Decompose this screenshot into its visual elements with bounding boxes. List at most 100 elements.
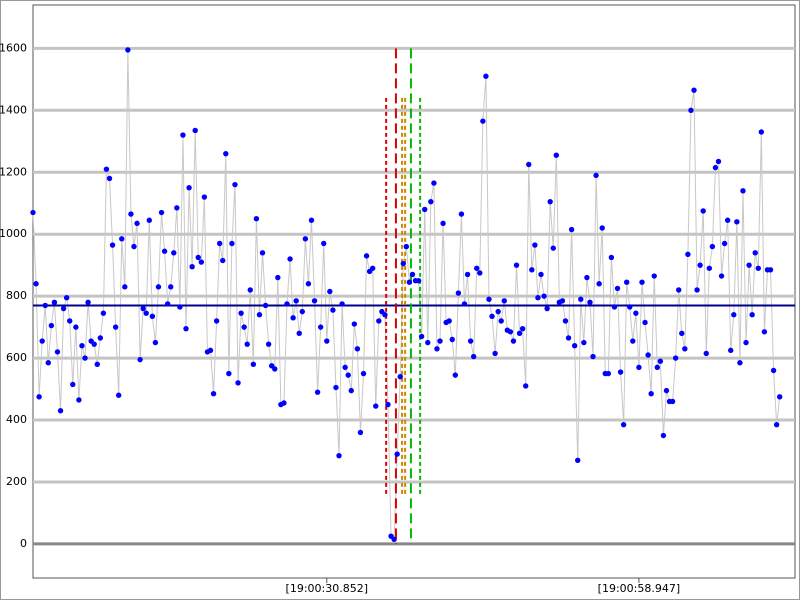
data-point	[743, 339, 749, 346]
data-point	[39, 338, 45, 344]
data-point	[724, 217, 731, 223]
data-point	[259, 250, 266, 256]
data-point	[737, 360, 743, 366]
data-point	[247, 287, 253, 293]
data-point	[639, 279, 645, 285]
data-point	[152, 339, 159, 346]
data-point	[305, 281, 312, 287]
data-point	[189, 264, 195, 270]
data-point	[581, 339, 587, 346]
data-point	[376, 318, 382, 324]
data-point	[608, 254, 615, 261]
data-point	[229, 240, 235, 247]
data-point	[599, 225, 605, 231]
data-point	[345, 372, 351, 378]
data-point	[672, 355, 679, 361]
data-point	[721, 240, 728, 247]
data-point	[296, 330, 302, 337]
data-point	[575, 457, 581, 464]
data-point	[734, 219, 740, 225]
y-tick-label: 400	[6, 413, 27, 426]
data-point	[363, 253, 370, 259]
data-point	[418, 333, 425, 340]
data-point	[164, 301, 171, 307]
data-point	[728, 347, 734, 354]
data-point	[220, 257, 226, 264]
data-point	[354, 346, 361, 352]
data-point	[559, 298, 566, 304]
data-point	[682, 346, 688, 352]
data-point	[48, 322, 55, 329]
data-point	[201, 194, 208, 200]
data-point	[409, 271, 416, 278]
y-tick-label: 200	[6, 475, 27, 488]
data-point	[544, 305, 550, 312]
data-point	[584, 274, 590, 281]
data-point	[578, 296, 584, 302]
data-point	[477, 270, 483, 276]
data-point	[342, 364, 348, 371]
data-point	[633, 310, 639, 316]
y-tick-label: 1000	[0, 227, 27, 240]
data-point	[773, 421, 780, 428]
data-point	[507, 329, 514, 335]
y-tick-label: 600	[6, 351, 27, 364]
data-point	[513, 262, 520, 268]
data-point	[529, 267, 535, 273]
data-point	[565, 335, 572, 341]
data-point	[715, 158, 722, 165]
data-point	[648, 391, 654, 397]
data-point	[262, 302, 269, 309]
data-point	[275, 274, 281, 281]
data-point	[336, 452, 342, 459]
data-point	[605, 370, 612, 377]
data-point	[627, 304, 633, 310]
data-point	[709, 243, 716, 250]
data-point	[155, 284, 162, 290]
data-point	[755, 265, 761, 271]
data-point	[617, 369, 624, 375]
data-point	[357, 429, 364, 436]
data-point	[67, 318, 73, 324]
data-point	[321, 240, 327, 247]
data-point	[391, 536, 397, 542]
data-point	[100, 310, 107, 316]
data-point	[272, 366, 278, 372]
data-point	[314, 389, 321, 395]
data-point	[568, 226, 575, 233]
data-point	[483, 73, 489, 79]
data-point	[480, 118, 486, 124]
data-point	[244, 341, 250, 347]
y-tick-label: 1400	[0, 103, 27, 116]
data-point	[703, 350, 709, 357]
x-tick-label: [19:00:30.852]	[286, 582, 368, 595]
data-point	[452, 372, 459, 378]
data-point	[660, 432, 667, 439]
data-point	[281, 400, 287, 406]
data-point	[510, 338, 517, 344]
data-point	[369, 265, 376, 271]
data-point	[293, 298, 299, 304]
data-point	[434, 346, 440, 352]
data-point	[287, 256, 293, 262]
data-point	[97, 335, 104, 341]
data-point	[455, 290, 462, 296]
data-point	[440, 220, 446, 227]
data-point	[94, 361, 100, 367]
data-point	[461, 301, 468, 307]
data-point	[143, 310, 149, 316]
data-point	[177, 304, 183, 310]
data-point	[746, 262, 752, 268]
data-point	[685, 251, 691, 258]
data-point	[168, 284, 174, 290]
data-point	[327, 288, 333, 295]
data-point	[679, 330, 685, 337]
data-point	[767, 267, 774, 273]
data-point	[596, 281, 602, 287]
data-point	[106, 175, 113, 182]
data-point	[400, 260, 406, 267]
data-point	[394, 451, 400, 457]
data-point	[241, 324, 247, 330]
data-point	[492, 350, 498, 357]
